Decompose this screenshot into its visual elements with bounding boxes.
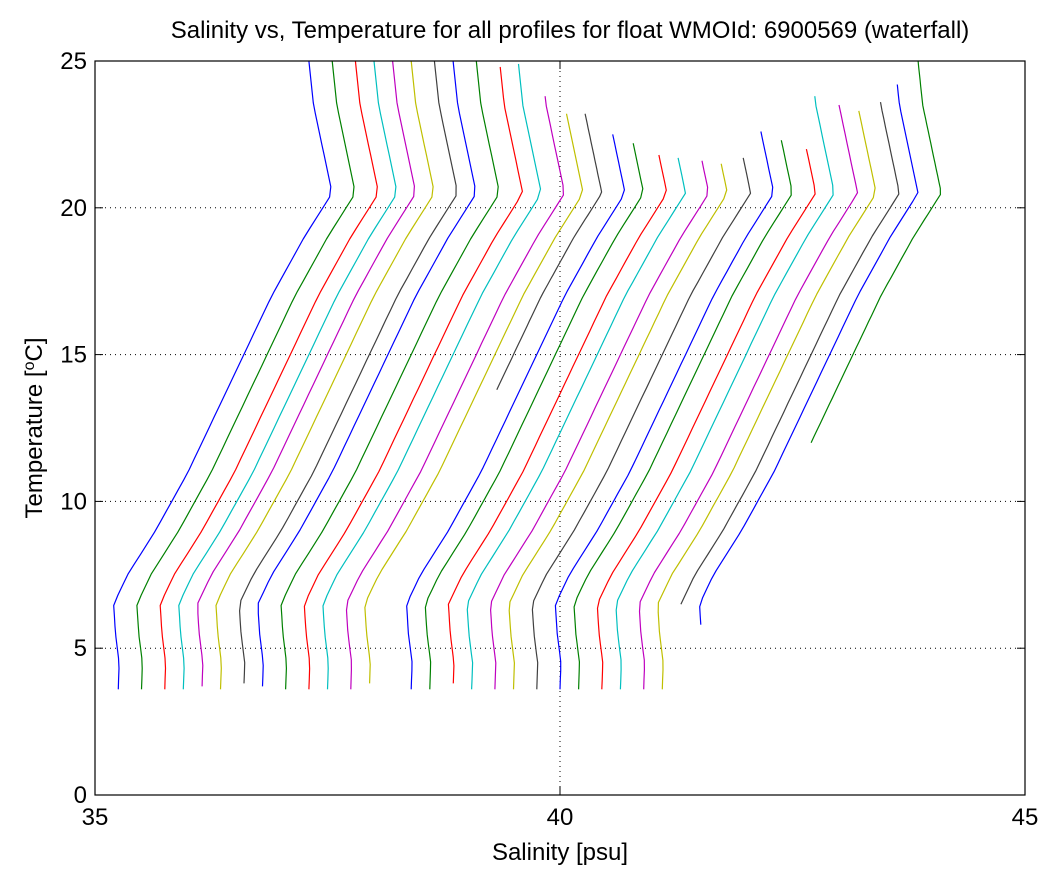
profile-line xyxy=(345,96,565,690)
profile-line xyxy=(406,134,626,690)
y-tick-label: 10 xyxy=(60,488,87,515)
profile-line xyxy=(508,163,728,690)
profile-line xyxy=(364,113,584,684)
profile-line xyxy=(699,84,919,625)
y-tick-label: 5 xyxy=(74,635,87,662)
profile-line xyxy=(615,96,834,690)
profile-line xyxy=(197,60,415,687)
profile-line xyxy=(596,148,816,690)
profile-line xyxy=(113,60,332,690)
profile-line xyxy=(159,60,378,690)
y-tick-label: 15 xyxy=(60,342,87,369)
profile-line xyxy=(257,60,476,687)
profile-line xyxy=(810,60,942,443)
y-tick-label: 20 xyxy=(60,195,87,222)
profile-line xyxy=(280,60,499,690)
profile-line xyxy=(215,60,434,690)
profile-line xyxy=(466,157,687,690)
profile-line xyxy=(239,60,457,684)
profile-line xyxy=(178,60,397,690)
ticks: 35 40 45 0 5 10 15 20 25 xyxy=(60,48,1038,831)
y-axis-label-unit: C] xyxy=(21,338,48,362)
profile-line xyxy=(657,110,876,690)
profile-line xyxy=(531,157,752,690)
profile-line xyxy=(680,101,900,605)
y-tick-label: 0 xyxy=(74,782,87,809)
x-axis-label: Salinity [psu] xyxy=(492,839,628,866)
y-axis-label-superscript: o xyxy=(21,361,38,370)
x-tick-label: 40 xyxy=(547,804,574,831)
profile-line xyxy=(496,113,603,391)
profile-line xyxy=(322,63,542,690)
profile-line xyxy=(447,154,667,684)
profile-line xyxy=(303,66,524,690)
grid xyxy=(95,61,1025,795)
profile-line xyxy=(554,131,774,690)
y-tick-label: 25 xyxy=(60,48,87,75)
y-axis-label: Temperature [oC] xyxy=(21,338,49,519)
chart-title: Salinity vs, Temperature for all profile… xyxy=(171,17,970,44)
profile-line xyxy=(136,60,355,690)
profile-line xyxy=(638,104,859,690)
x-tick-label: 35 xyxy=(82,804,109,831)
series-group xyxy=(113,60,942,690)
profile-line xyxy=(490,160,709,690)
profile-line xyxy=(573,140,792,690)
profile-line xyxy=(424,143,644,690)
y-axis-label-main: Temperature [ xyxy=(21,370,48,518)
x-tick-label: 45 xyxy=(1012,804,1039,831)
